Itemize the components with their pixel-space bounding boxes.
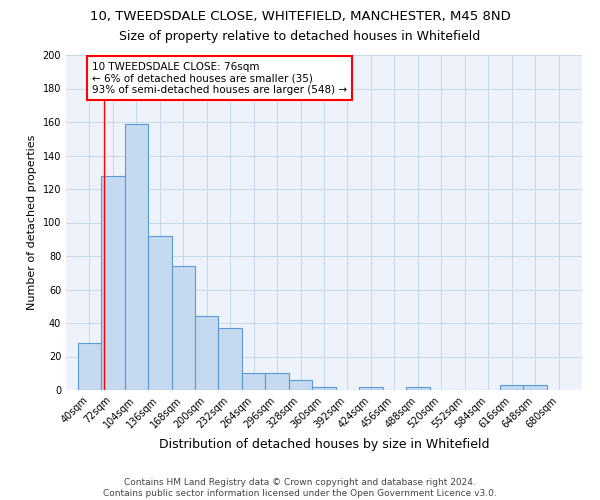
Bar [125,124,148,390]
Bar [523,385,547,390]
Bar [359,386,383,390]
Bar [312,386,336,390]
Bar [195,316,218,390]
Text: 10, TWEEDSDALE CLOSE, WHITEFIELD, MANCHESTER, M45 8ND: 10, TWEEDSDALE CLOSE, WHITEFIELD, MANCHE… [89,10,511,23]
Bar [265,373,289,390]
X-axis label: Distribution of detached houses by size in Whitefield: Distribution of detached houses by size … [159,438,489,451]
Bar [242,373,265,390]
Bar [500,385,523,390]
Bar [289,380,312,390]
Text: Size of property relative to detached houses in Whitefield: Size of property relative to detached ho… [119,30,481,43]
Text: 10 TWEEDSDALE CLOSE: 76sqm
← 6% of detached houses are smaller (35)
93% of semi-: 10 TWEEDSDALE CLOSE: 76sqm ← 6% of detac… [92,62,347,95]
Bar [172,266,195,390]
Y-axis label: Number of detached properties: Number of detached properties [27,135,37,310]
Bar [218,328,242,390]
Bar [148,236,172,390]
Bar [406,386,430,390]
Bar [101,176,125,390]
Text: Contains HM Land Registry data © Crown copyright and database right 2024.
Contai: Contains HM Land Registry data © Crown c… [103,478,497,498]
Bar [78,343,101,390]
